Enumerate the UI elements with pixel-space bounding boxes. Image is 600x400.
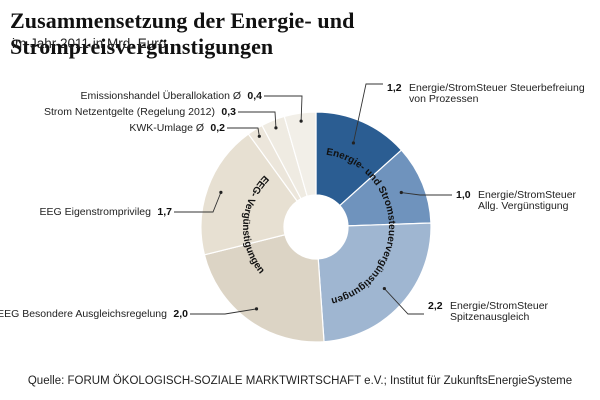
slice-emissionshandel-uberallokation [283, 111, 317, 197]
slice-label-text: Strom Netzentgelte (Regelung 2012) [44, 106, 215, 118]
slice-label-text: Allg. Vergünstigung [478, 200, 569, 212]
slice-label-text: EEG Besondere Ausgleichsregelung [0, 308, 167, 320]
leader-line [401, 192, 452, 196]
slice-eeg-besondere-ausgleichsregelung [203, 234, 325, 343]
slice-label-kwk-umlage: 0,2 KWK-Umlage Ø [129, 122, 225, 134]
leader-dot [382, 286, 386, 291]
chart-subtitle: im Jahr 2011 in Mrd. Euro [12, 36, 167, 51]
slice-value: 0,2 [210, 122, 225, 134]
slice-label-text: Energie/StromSteuer [450, 300, 549, 312]
slice-label-text: Emissionshandel Überallokation Ø [81, 90, 242, 102]
slice-value: 0,4 [247, 90, 262, 102]
leader-dot [351, 141, 356, 145]
leader-dot [219, 190, 223, 194]
slice-energie-stromsteuer-steuerbefreiung [315, 111, 403, 207]
leader-line [174, 192, 222, 213]
leader-dot [254, 307, 259, 311]
slice-label-strom-netzentgelte-regelung-2012: 0,3 Strom Netzentgelte (Regelung 2012) [44, 106, 236, 118]
slice-label-energie-stromsteuer-steuerbefreiung: 1,2 Energie/StromSteuer Steuerbefreiungvo… [387, 82, 585, 105]
slice-labels: 1,2 Energie/StromSteuer Steuerbefreiungvo… [0, 82, 585, 323]
leader-dot [257, 134, 261, 138]
slice-label-text: von Prozessen [409, 93, 479, 105]
slice-label-eeg-eigenstromprivileg: 1,7 EEG Eigenstromprivileg [40, 206, 173, 218]
slice-label-eeg-besondere-ausgleichsregelung: 2,0 EEG Besondere Ausgleichsregelung [0, 308, 188, 320]
donut-slices [200, 111, 432, 343]
leader-dot [299, 119, 303, 123]
slice-label-text: Energie/StromSteuer Steuerbefreiung [409, 82, 585, 94]
leader-line [352, 83, 383, 144]
slice-label-text: Energie/StromSteuer [478, 189, 577, 201]
slice-label-text: KWK-Umlage Ø [129, 122, 204, 134]
chart-title: Zusammensetzung der Energie- und Strompr… [10, 8, 355, 59]
leader-dot [274, 126, 278, 130]
slice-value: 2,0 [173, 308, 188, 320]
slice-label-text: EEG Eigenstromprivileg [40, 206, 152, 218]
leader-line [190, 308, 257, 315]
leader-line [227, 127, 260, 137]
slice-value: 2,2 [428, 300, 443, 312]
leader-dot [399, 190, 403, 195]
leader-line [238, 111, 277, 128]
slice-value: 0,3 [221, 106, 236, 118]
leader-lines [174, 83, 452, 315]
leader-line [384, 288, 424, 315]
source-note: Quelle: FORUM ÖKOLOGISCH-SOZIALE MARKTWI… [27, 375, 573, 387]
slice-value: 1,2 [387, 82, 402, 94]
leader-line [264, 95, 303, 122]
slice-label-emissionshandel-uberallokation: 0,4 Emissionshandel Überallokation Ø [81, 90, 263, 102]
slice-value: 1,0 [456, 189, 471, 201]
slice-energie-stromsteuer [317, 222, 432, 343]
slice-label-text: Spitzenausgleich [450, 311, 530, 323]
slice-value: 1,7 [157, 206, 172, 218]
slice-eeg-eigenstromprivileg [200, 133, 299, 256]
